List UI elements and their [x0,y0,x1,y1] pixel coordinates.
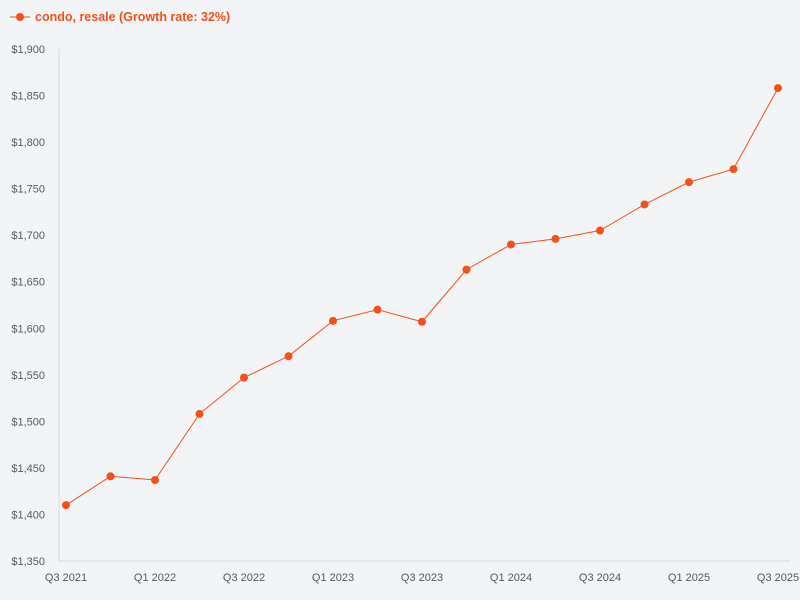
data-point [240,373,248,382]
data-point [329,316,337,325]
data-point [373,305,382,314]
data-point [284,352,293,361]
x-tick-label: Q3 2022 [223,572,265,584]
data-point [106,472,115,481]
y-tick-label: $1,350 [11,556,45,568]
y-tick-label: $1,750 [11,184,45,196]
y-tick-label: $1,600 [11,323,45,335]
data-point [596,226,604,235]
data-point [462,265,471,274]
data-point [685,178,693,187]
data-point [729,165,738,174]
y-tick-label: $1,700 [11,230,45,242]
data-point [640,200,649,209]
y-tick-label: $1,500 [11,416,45,428]
y-tick-label: $1,800 [11,137,45,149]
data-point [507,240,515,249]
data-point [62,501,70,510]
x-tick-label: Q1 2022 [134,572,176,584]
x-tick-label: Q3 2021 [45,572,87,584]
legend-label: condo, resale (Growth rate: 32%) [35,10,231,24]
y-tick-label: $1,900 [11,44,45,56]
series-line [65,87,779,506]
y-tick-label: $1,450 [11,463,45,475]
data-point [418,317,426,326]
y-tick-label: $1,400 [11,509,45,521]
data-point [551,234,560,243]
data-point [151,476,159,485]
y-tick-label: $1,550 [11,370,45,382]
data-point [774,84,782,93]
x-tick-label: Q1 2025 [668,572,710,584]
y-tick-label: $1,850 [11,91,45,103]
legend-swatch-icon [10,13,30,21]
x-tick-label: Q1 2023 [312,572,354,584]
x-tick-label: Q3 2025 [757,572,799,584]
x-tick-label: Q3 2024 [579,572,621,584]
data-point [195,409,204,418]
y-tick-label: $1,650 [11,277,45,289]
x-tick-label: Q1 2024 [490,572,532,584]
x-tick-label: Q3 2023 [401,572,443,584]
legend[interactable]: condo, resale (Growth rate: 32%) [10,9,230,25]
